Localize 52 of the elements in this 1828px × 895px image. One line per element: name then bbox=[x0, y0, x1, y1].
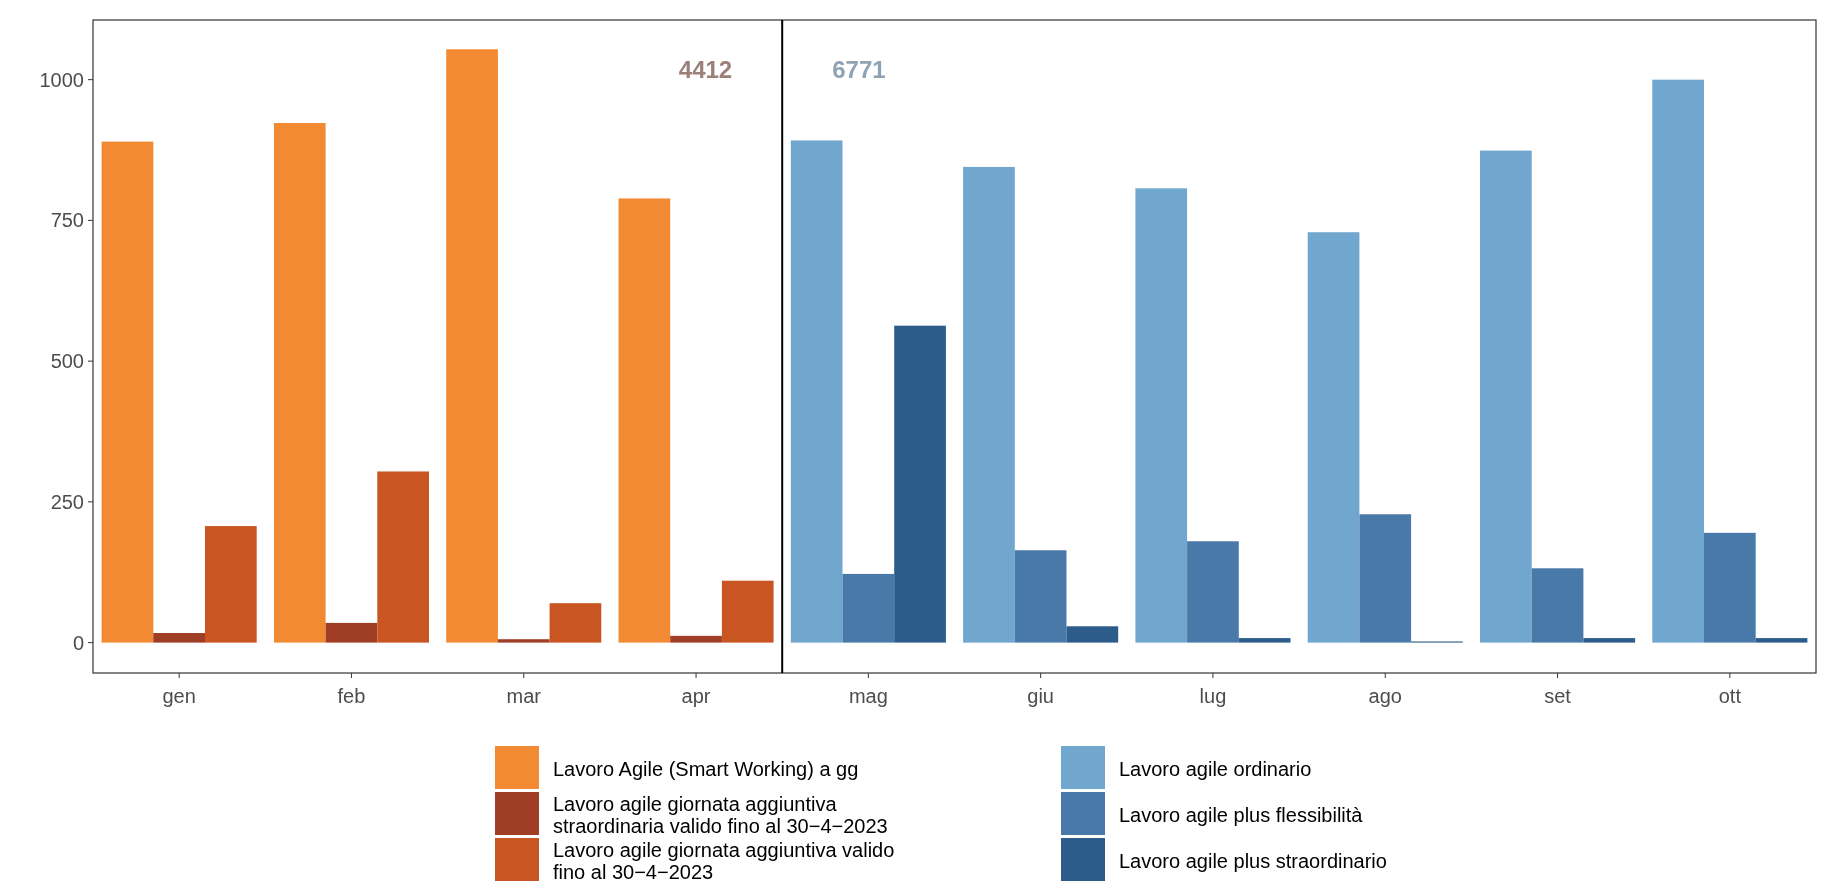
bar bbox=[446, 49, 498, 643]
bar bbox=[963, 166, 1015, 643]
bar bbox=[325, 622, 378, 643]
bar bbox=[618, 198, 671, 643]
bar bbox=[1652, 79, 1704, 643]
bar bbox=[1014, 550, 1067, 643]
bar bbox=[1583, 638, 1636, 643]
bar bbox=[1187, 541, 1239, 643]
bar bbox=[1238, 638, 1291, 643]
x-tick-label: feb bbox=[337, 685, 366, 707]
bar bbox=[549, 603, 602, 643]
legend-label: Lavoro agile plus flessibilità bbox=[1119, 804, 1364, 826]
x-tick-label: ago bbox=[1368, 685, 1402, 707]
x-tick-label: giu bbox=[1027, 685, 1054, 707]
x-tick-label: lug bbox=[1199, 685, 1227, 707]
annotation: 4412 bbox=[678, 56, 733, 83]
bar bbox=[1480, 150, 1532, 643]
bar bbox=[153, 633, 205, 643]
bar bbox=[377, 471, 429, 643]
y-tick-label: 500 bbox=[50, 350, 84, 373]
bar bbox=[1066, 626, 1119, 643]
x-tick-label: mag bbox=[848, 685, 888, 707]
x-tick-label: set bbox=[1544, 685, 1572, 707]
legend-label: Lavoro agile giornata aggiuntiva valido fino al 30−4−2023 bbox=[553, 839, 895, 883]
legend-label: Lavoro agile giornata aggiuntiva straordinaria valido fino al 30−4−2023 bbox=[553, 793, 888, 837]
y-tick-label: 750 bbox=[50, 209, 84, 232]
y-tick-label: 1000 bbox=[39, 68, 84, 91]
bar bbox=[101, 141, 154, 643]
x-tick-label: mar bbox=[506, 685, 542, 707]
bar bbox=[670, 635, 722, 643]
bar bbox=[1704, 532, 1756, 643]
bar bbox=[1307, 232, 1360, 643]
x-tick-label: apr bbox=[681, 685, 711, 707]
x-tick-label: ott bbox=[1718, 685, 1742, 707]
bar bbox=[205, 526, 257, 643]
bar bbox=[1135, 188, 1188, 643]
bar bbox=[1755, 638, 1808, 643]
bar bbox=[790, 140, 843, 643]
bar bbox=[1359, 514, 1412, 643]
y-tick-label: 250 bbox=[50, 490, 84, 513]
legend-label: Lavoro agile ordinario bbox=[1119, 758, 1312, 780]
bar bbox=[1531, 568, 1584, 643]
bar bbox=[273, 123, 326, 643]
legend-label: Lavoro agile plus straordinario bbox=[1119, 850, 1387, 872]
bar bbox=[497, 639, 550, 643]
legend-label: Lavoro Agile (Smart Working) a gg bbox=[553, 758, 859, 780]
annotation: 6771 bbox=[832, 56, 886, 83]
bar bbox=[894, 325, 946, 643]
x-tick-label: gen bbox=[162, 685, 196, 707]
bar bbox=[721, 580, 774, 643]
y-tick-label: 0 bbox=[72, 631, 84, 654]
bar bbox=[842, 573, 895, 643]
